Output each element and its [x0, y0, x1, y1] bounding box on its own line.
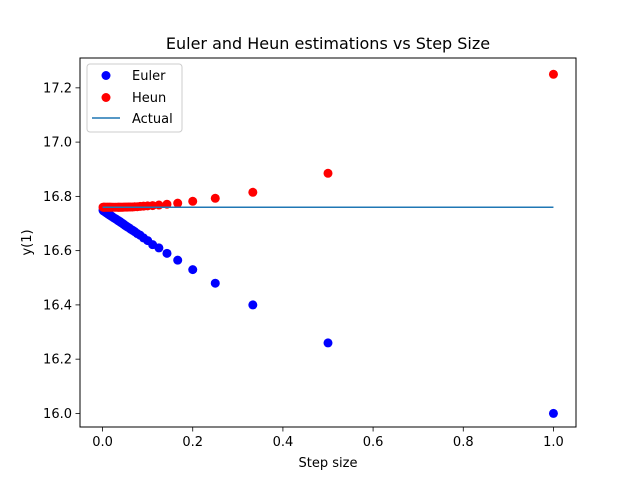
y-tick-label: 17.2	[43, 81, 72, 96]
legend-box	[86, 63, 183, 133]
heun-point	[188, 196, 198, 206]
heun-point	[323, 168, 333, 178]
heun-point	[248, 187, 258, 197]
euler-point	[323, 338, 333, 348]
y-axis: 16.0 16.2 16.4 16.6 16.8 17.0 17.2	[43, 81, 80, 422]
axes-frame	[79, 57, 577, 428]
legend: Euler Heun Actual	[86, 63, 183, 133]
heun-point	[173, 198, 183, 208]
y-tick-label: 17.0	[43, 136, 72, 151]
euler-point	[188, 265, 198, 275]
euler-point	[173, 255, 183, 265]
euler-point	[248, 300, 258, 310]
y-tick-label: 16.6	[43, 244, 72, 259]
x-tick-label: 0.0	[92, 435, 113, 450]
y-tick-label: 16.8	[43, 190, 72, 205]
chart-title: Euler and Heun estimations vs Step Size	[166, 34, 490, 53]
y-tick-label: 16.0	[43, 407, 72, 422]
x-tick-label: 1.0	[543, 435, 564, 450]
heun-point	[548, 69, 558, 79]
plot-area	[98, 69, 558, 418]
x-axis-label: Step size	[299, 456, 358, 471]
euler-point	[548, 408, 558, 418]
legend-actual-label: Actual	[132, 112, 173, 127]
x-axis: 0.0 0.2 0.4 0.6 0.8 1.0	[92, 427, 564, 450]
x-tick-label: 0.2	[182, 435, 203, 450]
euler-point	[162, 248, 172, 258]
legend-euler-label: Euler	[132, 69, 166, 84]
legend-heun-marker	[101, 93, 111, 102]
euler-point	[210, 278, 220, 288]
y-tick-label: 16.2	[43, 353, 72, 368]
y-axis-label: y(1)	[20, 229, 35, 255]
heun-point	[210, 193, 220, 203]
y-tick-label: 16.4	[43, 298, 72, 313]
x-tick-label: 0.4	[273, 435, 294, 450]
x-tick-label: 0.6	[363, 435, 384, 450]
legend-euler-marker	[101, 71, 111, 80]
legend-heun-label: Heun	[132, 91, 166, 106]
x-tick-label: 0.8	[453, 435, 474, 450]
